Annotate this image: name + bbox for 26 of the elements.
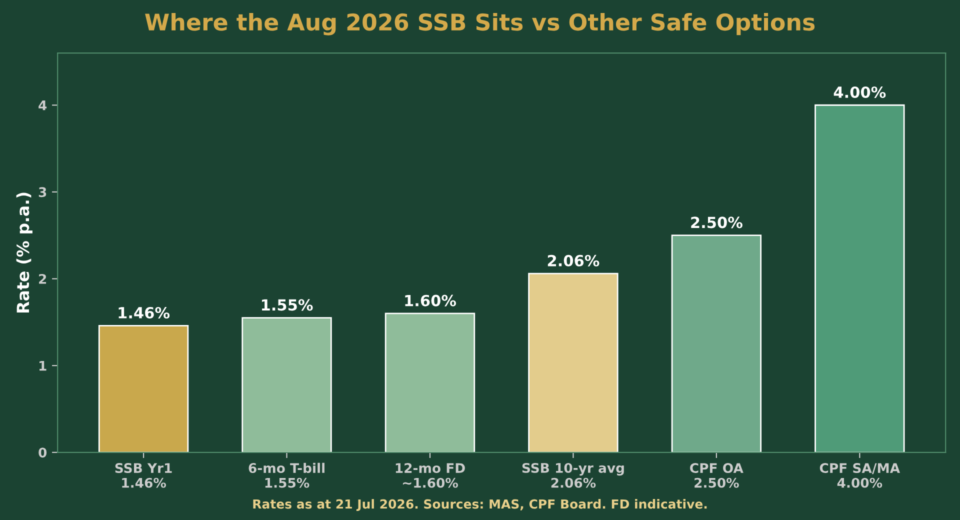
y-axis-title: Rate (% p.a.)	[16, 192, 32, 313]
x-tick-label: SSB 10-yr avg 2.06%	[522, 462, 624, 488]
x-tick-label: SSB Yr1 1.46%	[115, 463, 172, 488]
bar	[242, 317, 332, 452]
y-tick-label: 0	[38, 448, 47, 458]
data-label: 4.00%	[834, 86, 886, 98]
bar	[814, 104, 905, 452]
data-label: 1.55%	[262, 299, 313, 311]
x-tick-label: CPF SA/MA 4.00%	[820, 463, 900, 488]
y-tick-label: 1	[39, 360, 46, 371]
data-label: 2.06%	[548, 254, 600, 266]
y-tick-label: 4	[38, 100, 47, 110]
data-label: 2.50%	[691, 216, 742, 228]
x-tick-label: 12-mo FD ~1.60%	[396, 463, 465, 488]
bar	[528, 272, 618, 452]
data-label: 1.60%	[405, 294, 456, 306]
bar	[98, 324, 189, 452]
data-label: 1.46%	[118, 306, 170, 319]
x-tick-label: CPF OA 2.50%	[690, 463, 744, 488]
chart-title: Where the Aug 2026 SSB Sits vs Other Safe Options	[145, 13, 815, 36]
text: Rates as at 21 Jul 2026. Sources: MAS, CPF Board. FD indicative.	[253, 499, 707, 512]
y-tick-label: 3	[38, 187, 46, 198]
y-tick-label: 2	[39, 274, 46, 284]
x-tick-label: 6-mo T-bill 1.55%	[248, 462, 324, 488]
bar	[671, 234, 762, 452]
bar	[384, 312, 476, 452]
